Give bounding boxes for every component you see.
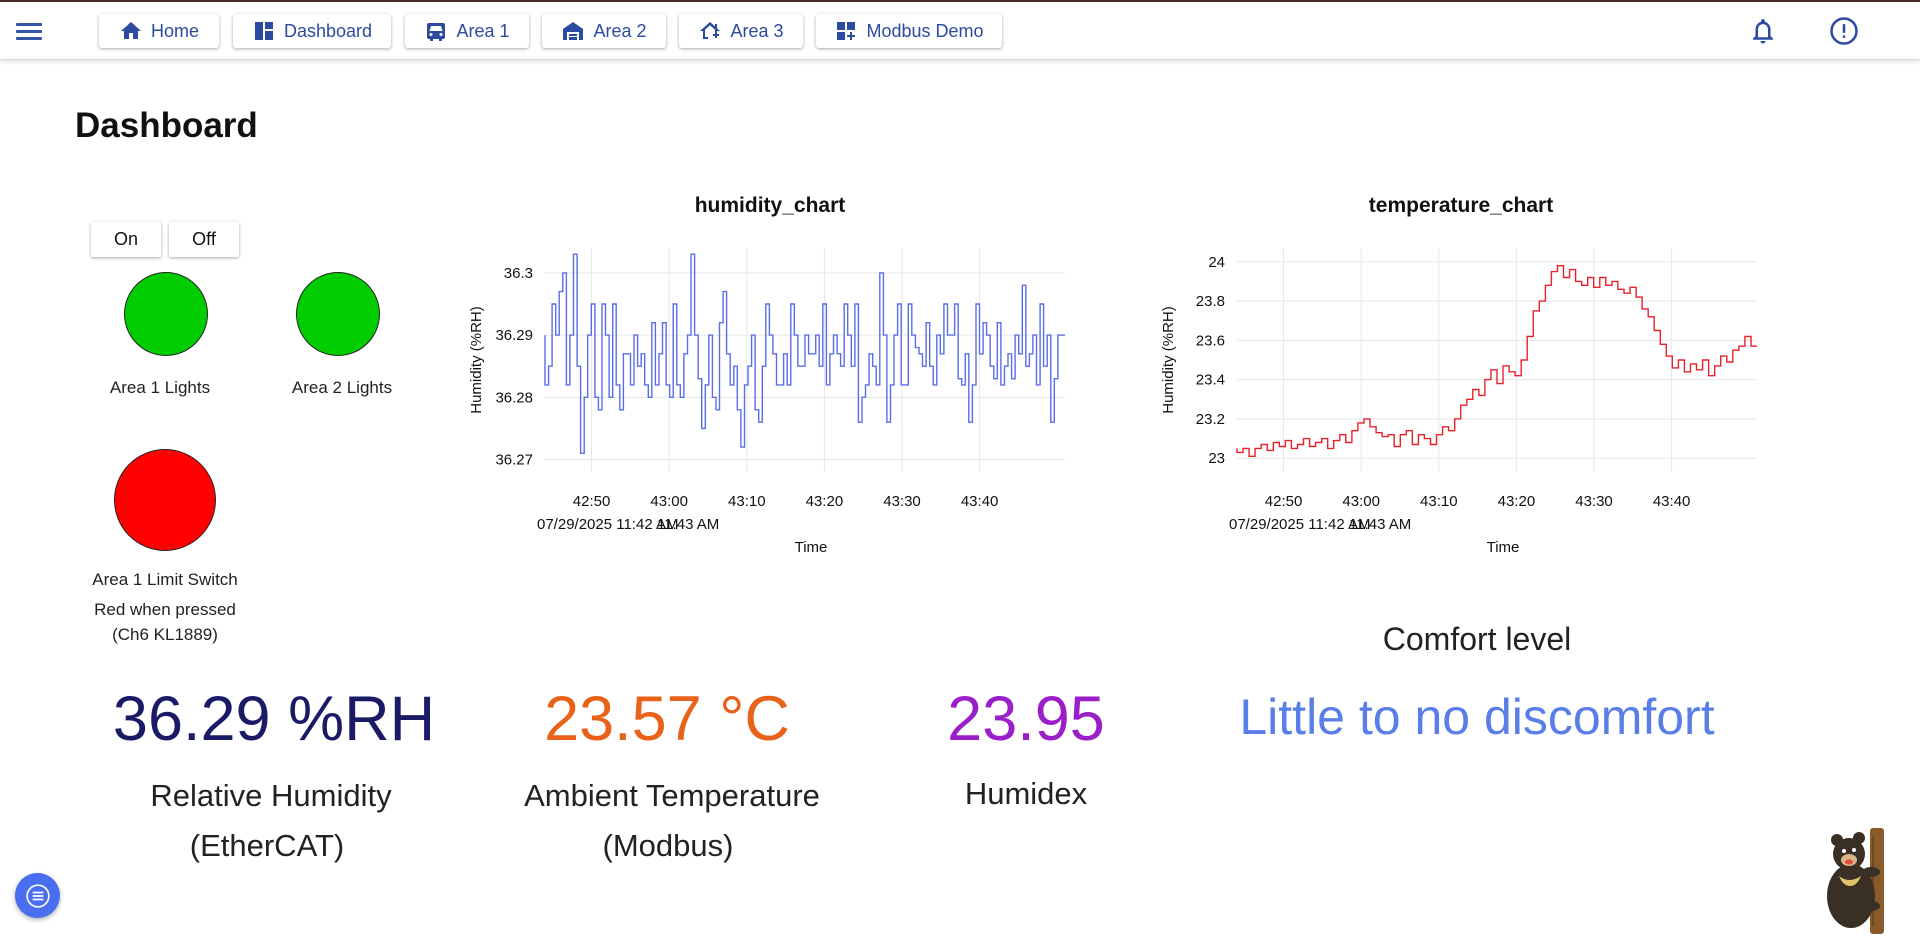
tab-area-3[interactable]: Area 3 <box>679 14 803 48</box>
area-1-lights-label: Area 1 Lights <box>109 378 211 397</box>
humidity-value: 36.29 %RH <box>112 684 436 754</box>
y-tick-label: 24 <box>1208 254 1225 271</box>
info-icon[interactable] <box>1829 16 1859 46</box>
x-date-label-overlap: 11:43 AM <box>657 516 719 533</box>
temperature-chart-title: temperature_chart <box>1368 194 1554 217</box>
tab-home-label: Home <box>150 20 199 41</box>
y-tick-label: 23.2 <box>1196 411 1225 428</box>
x-date-label: 07/29/2025 11:42 AM <box>537 516 679 533</box>
y-tick-label: 36.3 <box>504 265 533 282</box>
x-tick-label: 43:40 <box>961 493 999 510</box>
x-tick-label: 43:30 <box>1575 493 1613 510</box>
comfort-level-status: Little to no discomfort <box>1239 689 1715 745</box>
temperature-value: 23.57 °C <box>544 684 790 754</box>
humidity-source: (EtherCAT) <box>189 828 345 863</box>
x-date-label: 07/29/2025 11:42 AM <box>1229 516 1371 533</box>
x-tick-label: 42:50 <box>573 493 611 510</box>
limit-switch-channel: (Ch6 KL1889) <box>112 625 218 644</box>
comfort-level-heading: Comfort level <box>1382 621 1572 657</box>
y-tick-label: 36.27 <box>495 452 533 469</box>
tab-area-3-label: Area 3 <box>730 20 784 41</box>
tab-home[interactable]: Home <box>99 14 219 48</box>
y-tick-label: 36.29 <box>495 327 533 344</box>
fab-button[interactable] <box>15 873 60 918</box>
y-tick-label: 23.6 <box>1196 332 1225 349</box>
area-1-lights-indicator <box>124 272 208 356</box>
y-tick-label: 23.4 <box>1196 372 1225 389</box>
x-axis-label: Time <box>795 539 828 556</box>
tab-area-2-label: Area 2 <box>593 20 647 41</box>
y-axis-label: Humidity (%RH) <box>468 306 485 414</box>
x-tick-label: 42:50 <box>1265 493 1303 510</box>
x-tick-label: 43:00 <box>650 493 688 510</box>
area-2-lights-label: Area 2 Lights <box>291 378 393 397</box>
x-tick-label: 43:30 <box>883 493 921 510</box>
x-tick-label: 43:10 <box>1420 493 1458 510</box>
y-axis-label: Humidity (%RH) <box>1160 306 1177 414</box>
page-title: Dashboard <box>75 106 258 145</box>
x-axis-label: Time <box>1487 539 1520 556</box>
tab-dashboard-label: Dashboard <box>283 20 373 41</box>
humidex-caption: Humidex <box>964 776 1088 811</box>
humidity-chart-title: humidity_chart <box>694 194 846 217</box>
y-tick-label: 36.28 <box>495 389 533 406</box>
limit-switch-label: Area 1 Limit Switch <box>92 570 238 589</box>
tab-modbus-demo-label: Modbus Demo <box>866 20 984 41</box>
garage-icon <box>563 22 584 40</box>
temperature-source: (Modbus) <box>602 828 734 863</box>
area-2-lights-indicator <box>296 272 380 356</box>
on-button[interactable]: On <box>91 222 161 257</box>
x-tick-label: 43:20 <box>806 493 844 510</box>
tab-area-1[interactable]: Area 1 <box>405 14 529 48</box>
humidity-chart: 42:50 43:00 43:10 43:20 43:30 43:40 36.27 36.28… <box>468 248 1065 556</box>
car-icon <box>427 23 446 41</box>
off-button[interactable]: Off <box>169 222 239 257</box>
limit-switch-note: Red when pressed <box>94 600 236 619</box>
series-line <box>544 253 1065 454</box>
tab-area-2[interactable]: Area 2 <box>542 14 666 48</box>
y-tick-label: 23 <box>1208 450 1225 467</box>
tab-area-1-label: Area 1 <box>456 20 510 41</box>
bear-mascot-icon <box>1827 828 1884 934</box>
top-nav-bar: Home Dashboard Area 1 Area 2 Area 3 Modb… <box>0 0 1920 60</box>
y-tick-label: 23.8 <box>1196 293 1225 310</box>
menu-icon[interactable] <box>16 20 42 42</box>
tab-modbus-demo[interactable]: Modbus Demo <box>816 14 1002 48</box>
x-date-label-overlap: 11:43 AM <box>1349 516 1411 533</box>
temperature-caption: Ambient Temperature <box>524 778 820 813</box>
series-line <box>1236 265 1757 457</box>
list-icon <box>25 883 50 908</box>
x-tick-label: 43:10 <box>728 493 766 510</box>
grid-plus-icon <box>837 22 856 40</box>
humidity-caption: Relative Humidity <box>150 778 392 813</box>
house-icon <box>700 22 721 39</box>
x-tick-label: 43:20 <box>1498 493 1536 510</box>
humidex-value: 23.95 <box>947 684 1105 754</box>
tab-dashboard[interactable]: Dashboard <box>233 14 391 48</box>
temperature-chart: 42:50 43:00 43:10 43:20 43:30 43:40 23 23.2 23.4… <box>1160 248 1757 556</box>
area-1-limit-switch-indicator <box>114 449 216 551</box>
dashboard-icon <box>254 22 273 40</box>
x-tick-label: 43:40 <box>1653 493 1691 510</box>
bell-icon[interactable] <box>1748 16 1778 46</box>
home-icon <box>120 22 141 39</box>
x-tick-label: 43:00 <box>1342 493 1380 510</box>
